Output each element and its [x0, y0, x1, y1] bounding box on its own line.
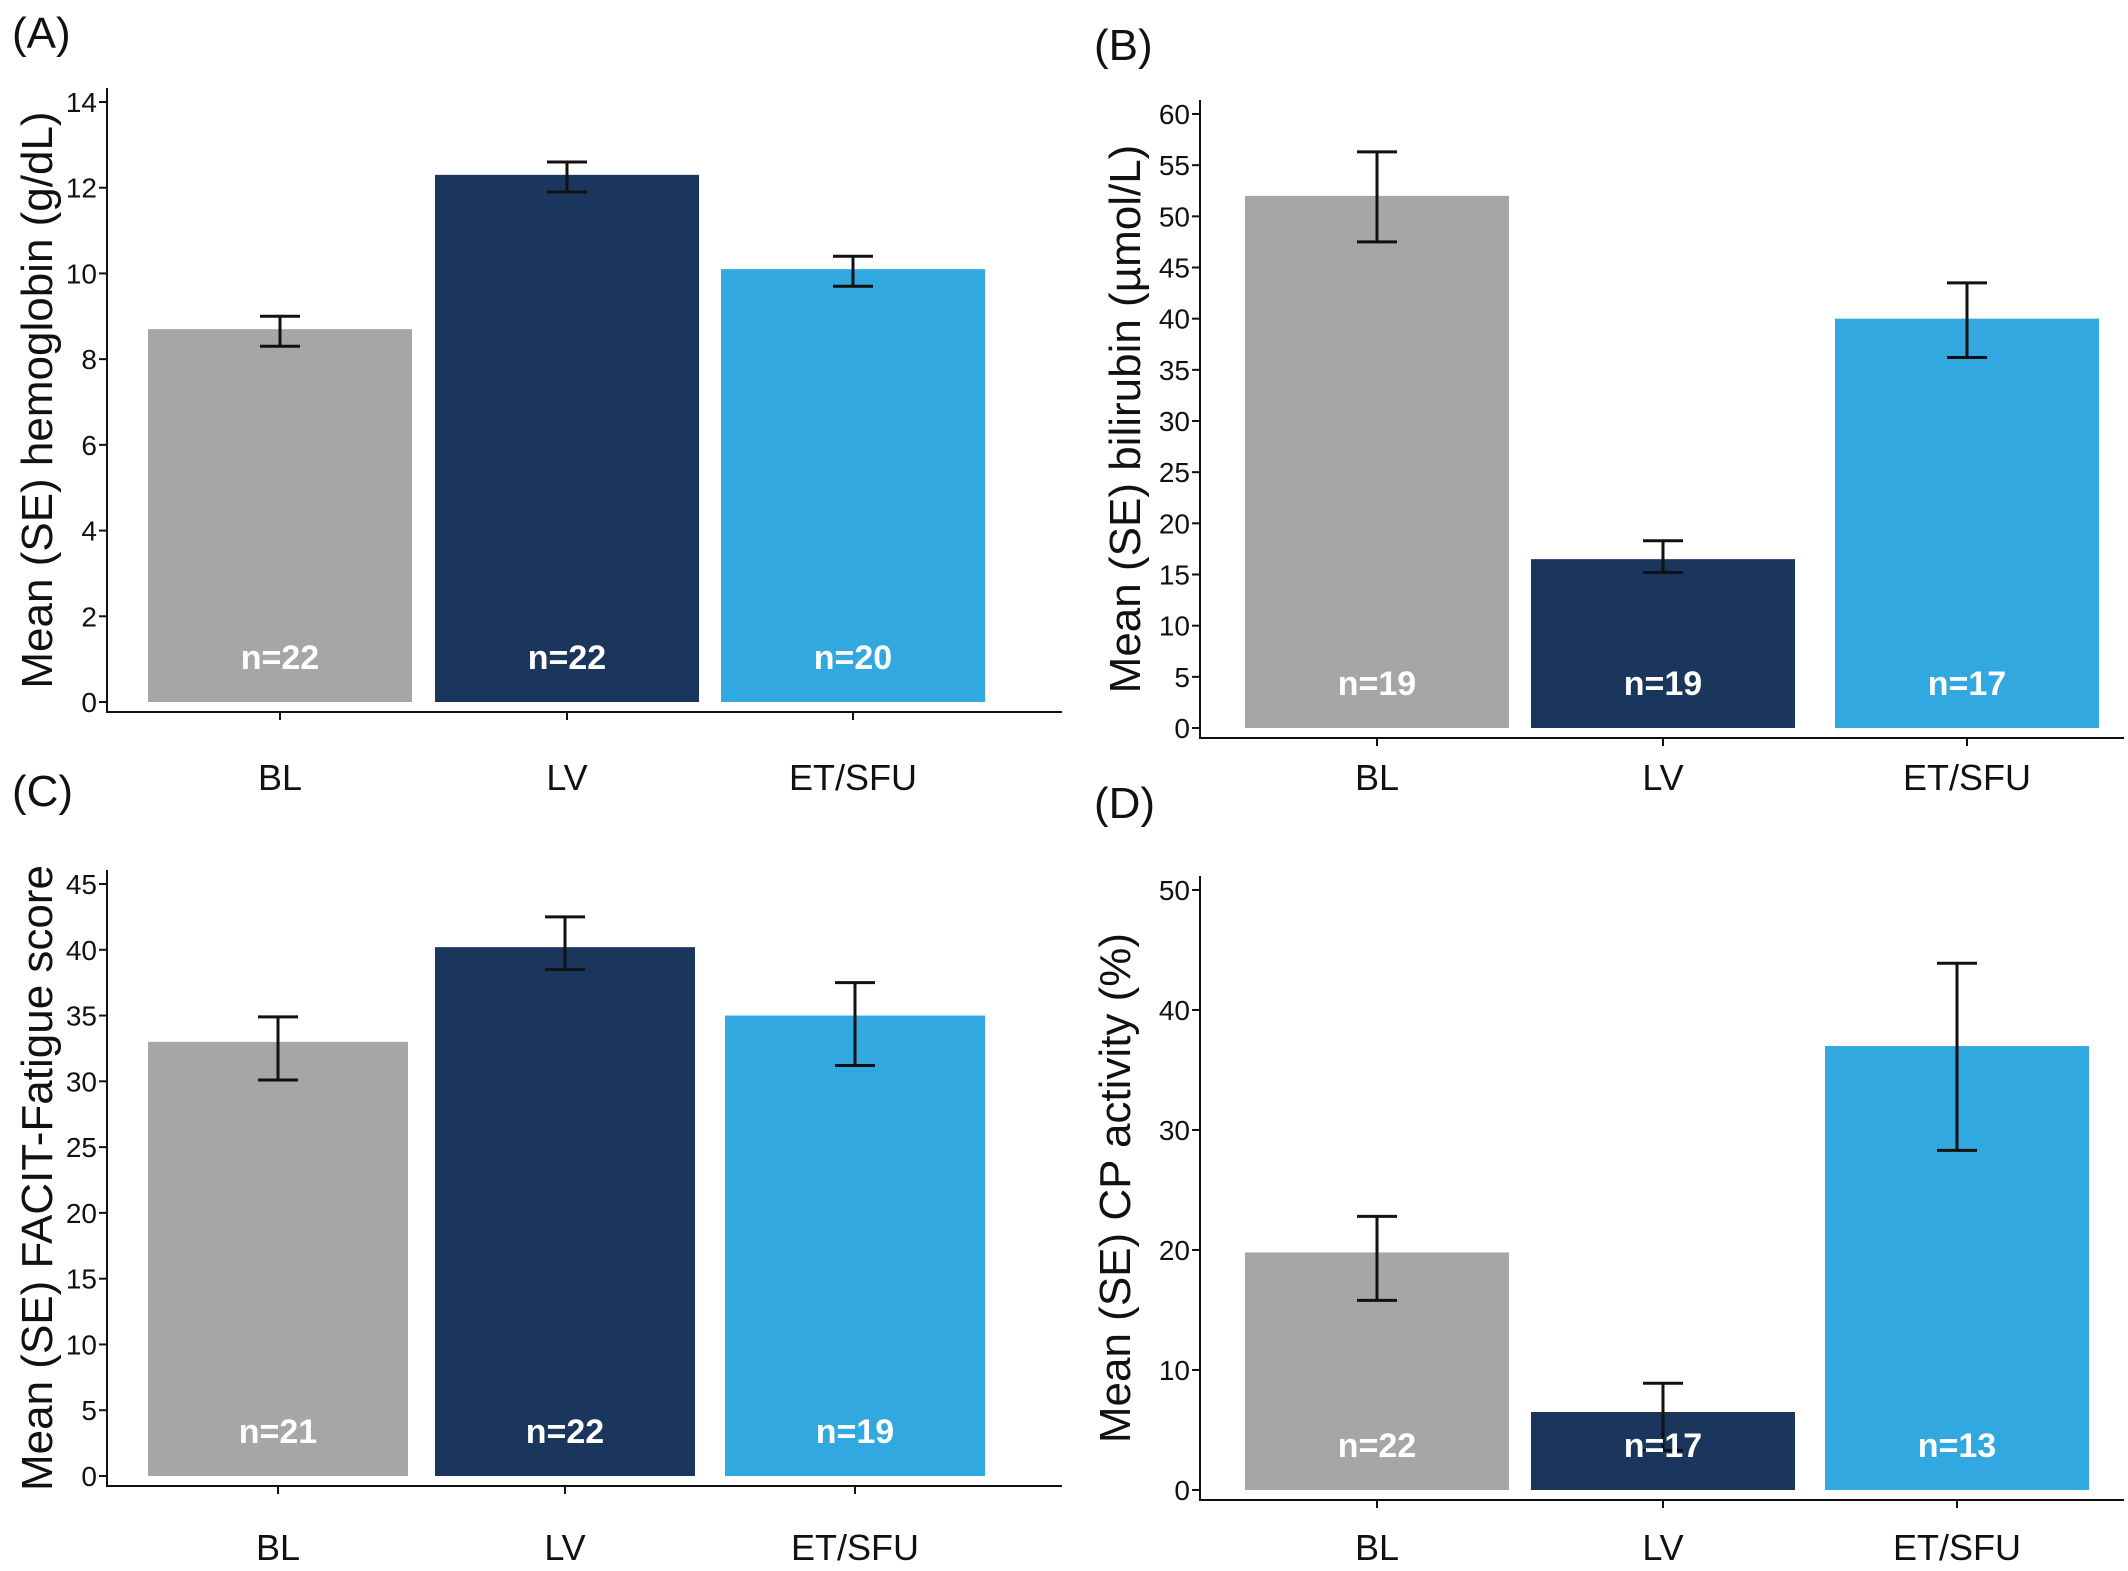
- panel-c-bar-etsfu: [725, 1015, 985, 1476]
- panel-b-error-bar-etsfu: [1947, 281, 1987, 360]
- panel-b-ytick-label: 15: [1159, 560, 1190, 591]
- panel-d-xtick-label-bl: BL: [1355, 1527, 1399, 1568]
- panel-a-ytick-label: 2: [81, 601, 97, 632]
- panel-a-n-label-bl: n=22: [241, 639, 319, 677]
- panel-a-ytick-label: 0: [81, 687, 97, 718]
- panel-d-ytick-label: 20: [1159, 1235, 1190, 1266]
- panel-a-axes: [106, 88, 1062, 713]
- panel-b-n-label-lv: n=19: [1624, 665, 1702, 703]
- panel-b-ytick-label: 10: [1159, 611, 1190, 642]
- panel-a-n-label-lv: n=22: [528, 639, 606, 677]
- panel-b-ytick-label: 40: [1159, 304, 1190, 335]
- panel-b-bar-lv: [1531, 559, 1795, 728]
- panel-a-label: (A): [12, 9, 71, 58]
- panel-c-xtick-label-bl: BL: [256, 1527, 300, 1568]
- panel-c-ytick-label: 30: [66, 1066, 97, 1097]
- panel-a-bar-lv: [435, 174, 699, 702]
- panel-c-ytick-label: 45: [66, 869, 97, 900]
- panel-a-bar-bl: [148, 329, 412, 702]
- panel-a-bar-etsfu: [721, 269, 985, 702]
- panel-a-ytick-label: 4: [81, 516, 97, 547]
- panel-d-n-label-lv: n=17: [1624, 1427, 1702, 1465]
- panel-c-n-label-bl: n=21: [239, 1413, 317, 1451]
- panel-c-ytick-label: 35: [66, 1001, 97, 1032]
- panel-d-error-bar-etsfu: [1937, 961, 1977, 1152]
- panel-d-xtick-label-etsfu: ET/SFU: [1893, 1527, 2021, 1568]
- panel-d-n-label-bl: n=22: [1338, 1427, 1416, 1465]
- panel-b-ytick-label: 60: [1159, 99, 1190, 130]
- panel-c-n-label-lv: n=22: [526, 1413, 604, 1451]
- panel-b-ytick-label: 0: [1174, 713, 1190, 744]
- panel-c-bar-bl: [148, 1041, 408, 1476]
- panel-b-bar-bl: [1245, 195, 1509, 728]
- panel-d-label: (D): [1094, 779, 1155, 828]
- panel-a-xtick-label-etsfu: ET/SFU: [789, 757, 917, 798]
- panel-a-ytick-label: 6: [81, 430, 97, 461]
- panel-b-ytick-label: 45: [1159, 253, 1190, 284]
- panel-b-ytick-label: 35: [1159, 355, 1190, 386]
- panel-c-ytick-label: 20: [66, 1198, 97, 1229]
- panel-b-ytick-label: 20: [1159, 508, 1190, 539]
- panel-d-xtick-label-lv: LV: [1642, 1527, 1683, 1568]
- panel-b-ytick-label: 30: [1159, 406, 1190, 437]
- panel-c-ytick-label: 5: [81, 1395, 97, 1426]
- panel-a-ytick-label: 8: [81, 344, 97, 375]
- panel-c-ytick-label: 40: [66, 935, 97, 966]
- panel-b-xtick-label-etsfu: ET/SFU: [1903, 757, 2031, 798]
- panel-b-error-bar-bl: [1357, 150, 1397, 244]
- panel-b-xtick-label-bl: BL: [1355, 757, 1399, 798]
- panel-c-ytick-label: 15: [66, 1264, 97, 1295]
- panel-a-error-bar-lv: [547, 160, 587, 194]
- panel-c-xtick-label-etsfu: ET/SFU: [791, 1527, 919, 1568]
- panel-c-ytick-label: 0: [81, 1461, 97, 1492]
- panel-b-error-bar-lv: [1643, 539, 1683, 574]
- panel-b-ytick-label: 25: [1159, 457, 1190, 488]
- panel-d-axes: [1199, 876, 2124, 1501]
- panel-d-ytick-label: 30: [1159, 1115, 1190, 1146]
- panel-a-ytick-label: 10: [66, 258, 97, 289]
- panel-c-error-bar-etsfu: [835, 981, 875, 1068]
- panel-c-y-axis-title: Mean (SE) FACIT-Fatigue score: [13, 865, 62, 1491]
- panel-b-axes: [1199, 100, 2124, 739]
- panel-b-ytick-label: 50: [1159, 201, 1190, 232]
- panel-d-ytick-label: 40: [1159, 995, 1190, 1026]
- panel-d-ytick-label: 10: [1159, 1355, 1190, 1386]
- panel-c-xtick-label-lv: LV: [544, 1527, 585, 1568]
- panel-a-ytick-label: 12: [66, 173, 97, 204]
- panel-d-ytick-label: 50: [1159, 875, 1190, 906]
- panel-c-error-bar-bl: [258, 1015, 298, 1082]
- panel-c-bar-lv: [435, 947, 695, 1476]
- panel-b-n-label-bl: n=19: [1338, 665, 1416, 703]
- panel-c-ytick-label: 25: [66, 1132, 97, 1163]
- panel-b-y-axis-title: Mean (SE) bilirubin (µmol/L): [1101, 145, 1150, 694]
- panel-c-label: (C): [12, 767, 73, 816]
- panel-a-xtick-label-bl: BL: [258, 757, 302, 798]
- panel-a-error-bar-bl: [260, 314, 300, 348]
- panel-c-error-bar-lv: [545, 915, 585, 972]
- panel-b-label: (B): [1094, 21, 1153, 70]
- panel-b-n-label-etsfu: n=17: [1928, 665, 2006, 703]
- panel-d-error-bar-bl: [1357, 1214, 1397, 1302]
- panel-a-n-label-etsfu: n=20: [814, 639, 892, 677]
- panel-a-ytick-label: 14: [66, 87, 97, 118]
- panel-d-ytick-label: 0: [1174, 1475, 1190, 1506]
- panel-c-ytick-label: 10: [66, 1329, 97, 1360]
- panel-a-xtick-label-lv: LV: [546, 757, 587, 798]
- panel-b-bar-etsfu: [1835, 318, 2099, 728]
- panel-d-n-label-etsfu: n=13: [1918, 1427, 1996, 1465]
- panel-a-y-axis-title: Mean (SE) hemoglobin (g/dL): [13, 111, 62, 688]
- panel-c-axes: [106, 870, 1062, 1487]
- panel-d-error-bar-lv: [1643, 1381, 1683, 1452]
- panel-b-ytick-label: 5: [1174, 662, 1190, 693]
- panel-d-y-axis-title: Mean (SE) CP activity (%): [1091, 933, 1140, 1443]
- panel-c-n-label-etsfu: n=19: [816, 1413, 894, 1451]
- panel-a-error-bar-etsfu: [833, 254, 873, 288]
- panel-b-ytick-label: 55: [1159, 150, 1190, 181]
- panel-b-xtick-label-lv: LV: [1642, 757, 1683, 798]
